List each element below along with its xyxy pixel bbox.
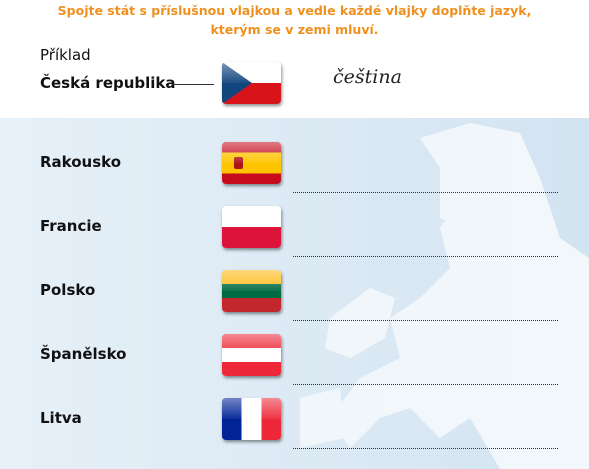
example-country: Česká republika [40, 74, 176, 92]
country-name: Francie [40, 217, 102, 235]
flag-austria [222, 334, 281, 376]
country-name: Rakousko [40, 153, 122, 171]
connector-line [172, 84, 214, 85]
answer-line [293, 192, 558, 193]
country-name: Polsko [40, 281, 96, 299]
flag-france [222, 398, 281, 440]
example-label: Příklad [40, 46, 91, 64]
answer-line [293, 384, 558, 385]
flag-spain [222, 142, 281, 184]
answer-line [293, 320, 558, 321]
instruction: Spojte stát s příslušnou vlajkou a vedle… [57, 3, 532, 18]
flag-czech [222, 62, 281, 104]
country-name: Španělsko [40, 345, 127, 363]
country-name: Litva [40, 409, 82, 427]
answer-line [293, 256, 558, 257]
example-answer: čeština [333, 66, 402, 88]
flag-lithuania [222, 270, 281, 312]
answer-line [293, 448, 558, 449]
map-background [0, 118, 589, 469]
flag-poland [222, 206, 281, 248]
instruction: kterým se v zemi mluví. [210, 22, 379, 37]
europe-map [300, 123, 589, 469]
